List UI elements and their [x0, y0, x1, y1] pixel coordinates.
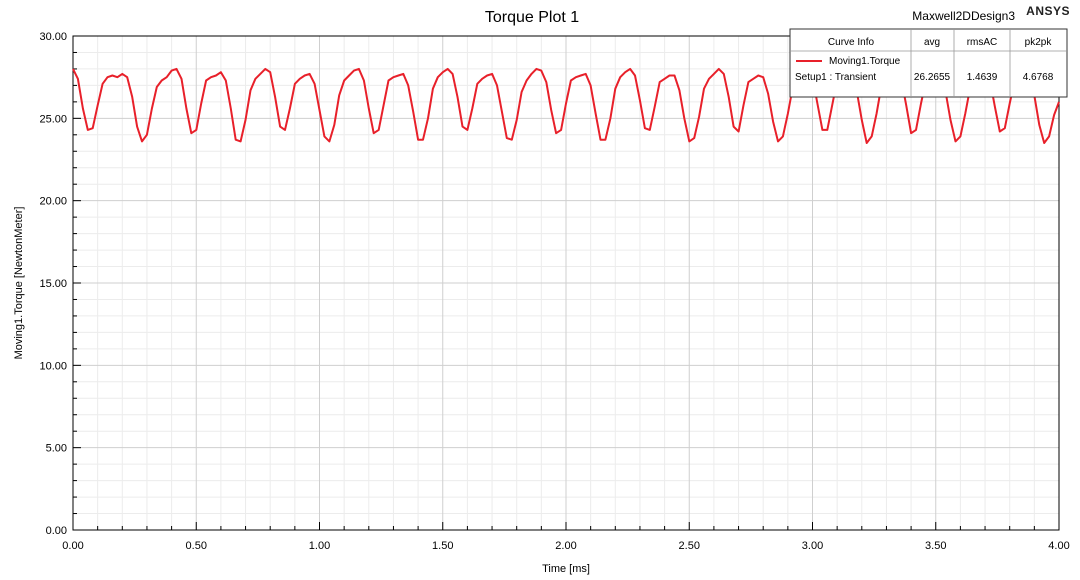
x-tick-label: 3.00	[802, 540, 823, 552]
legend-pk2pk-value: 4.6768	[1023, 72, 1054, 83]
y-tick-label: 5.00	[46, 443, 67, 455]
plot-frame	[72, 35, 1060, 531]
grid-major	[73, 36, 1059, 530]
legend-header-pk2pk: pk2pk	[1025, 37, 1053, 48]
x-tick-label: 1.50	[432, 540, 453, 552]
x-tick-label: 0.50	[186, 540, 207, 552]
legend-header-rmsac: rmsAC	[967, 37, 998, 48]
design-name: Maxwell2DDesign3	[912, 9, 1015, 23]
y-tick-label: 15.00	[39, 278, 67, 290]
legend-rmsac-value: 1.4639	[967, 72, 998, 83]
x-tick-labels: 0.00 0.50 1.00 1.50 2.00 2.50 3.00 3.50 4.00	[62, 540, 1069, 552]
y-tick-labels: 0.00 5.00 10.00 15.00 20.00 25.00 30.00	[39, 31, 67, 537]
y-tick-label: 10.00	[39, 360, 67, 372]
x-tick-label: 2.00	[555, 540, 576, 552]
legend-curve-setup: Setup1 : Transient	[795, 72, 876, 83]
x-axis-label: Time [ms]	[542, 563, 590, 575]
y-tick-label: 25.00	[39, 113, 67, 125]
y-tick-label: 30.00	[39, 31, 67, 43]
y-tick-label: 20.00	[39, 196, 67, 208]
legend-avg-value: 26.2655	[914, 72, 951, 83]
x-tick-label: 1.00	[309, 540, 330, 552]
legend-box[interactable]: Curve Info avg rmsAC pk2pk Moving1.Torqu…	[789, 28, 1068, 98]
x-tick-label: 2.50	[679, 540, 700, 552]
x-tick-label: 0.00	[62, 540, 83, 552]
legend-header-curve-info: Curve Info	[828, 37, 875, 48]
x-tick-label: 3.50	[925, 540, 946, 552]
ansys-logo: ANSYS	[1026, 4, 1070, 18]
legend-background	[789, 28, 1068, 98]
legend-curve-name: Moving1.Torque	[829, 56, 901, 67]
y-tick-label: 0.00	[46, 525, 67, 537]
y-axis-label: Moving1.Torque [NewtonMeter]	[13, 207, 25, 360]
x-tick-label: 4.00	[1048, 540, 1069, 552]
legend-header-avg: avg	[924, 37, 940, 48]
chart-title: Torque Plot 1	[485, 9, 579, 26]
